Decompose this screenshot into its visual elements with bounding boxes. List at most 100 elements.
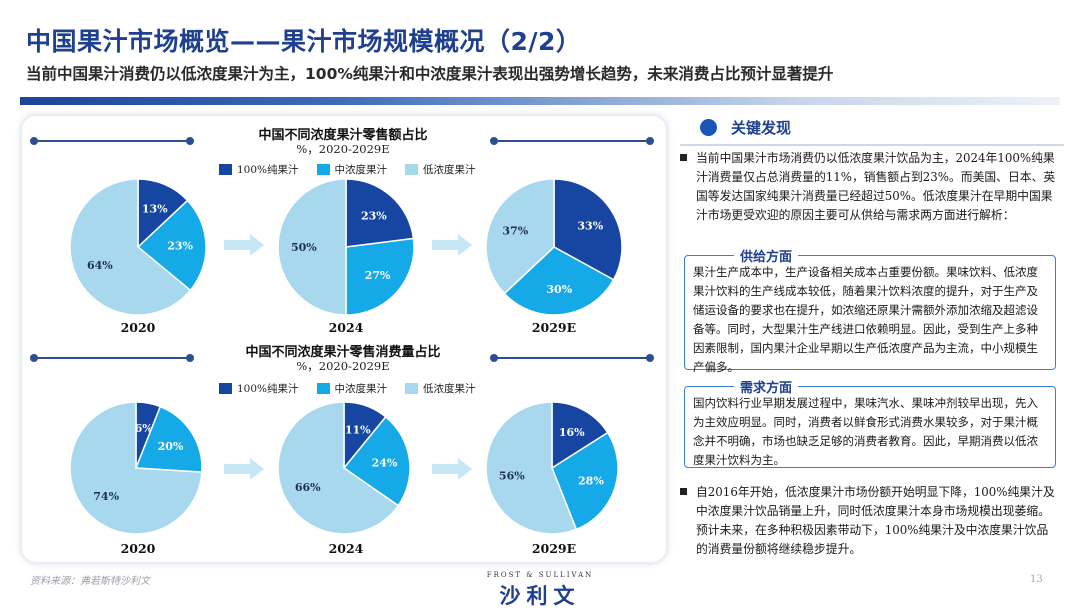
pie-label-pure: 23% [361,209,387,222]
section-line-left [30,354,194,362]
demand-text: 国内饮料行业早期发展过程中，果味汽水、果味冲剂较早出现，先入为主效应明显。同时，… [693,396,1038,467]
pie-label-mid: 23% [167,240,193,253]
legend-label: 中浓度果汁 [334,164,388,176]
pie-chart1-2024: 23% 27% 50% [277,178,415,316]
pie-label-mid: 28% [578,475,604,488]
legend-swatch-mid [316,164,330,175]
pie-slice-mid [503,246,615,316]
findings-bullet-icon [700,119,717,136]
legend-label: 中浓度果汁 [334,383,388,395]
pie-slice-low [69,401,203,535]
pie-slice-low [277,178,347,316]
year-label: 2024 [328,541,364,556]
pie-chart1-2029E: 33% 30% 37% [485,178,623,316]
arrow-right-icon [224,234,264,256]
arrow-right-icon [224,458,264,480]
legend-label: 100%纯果汁 [237,383,299,395]
legend-label: 低浓度果汁 [423,383,476,395]
year-label: 2024 [328,320,364,335]
source-note: 资料来源：弗若斯特沙利文 [30,576,150,587]
pie-chart1-2020: 13% 23% 64% [69,178,207,316]
pie-slice-mid [345,237,415,316]
chart2-legend: 100%纯果汁 中浓度果汁 低浓度果汁 [219,381,476,396]
year-label: 2029E [531,320,577,335]
pie-slice-low [485,401,578,535]
findings-divider [680,144,1064,146]
brand-logo: 沙利文 [499,584,581,608]
pie-label-pure: 6% [135,422,154,435]
pie-slice-pure [551,401,609,470]
pie-chart2-2029E: 16% 28% 56% [485,401,619,535]
pie-slice-low [277,401,400,535]
pie-label-low: 56% [499,470,525,483]
legend-item-mid: 中浓度果汁 [316,162,388,177]
brand-tagline: FROST & SULLIVAN [486,571,594,579]
pie-label-mid: 27% [365,269,391,282]
pie-label-low: 37% [502,224,528,237]
legend-label: 低浓度果汁 [423,164,476,176]
pie-slice-mid [342,415,411,507]
section-line-right [490,137,654,145]
pie-label-pure: 13% [142,202,168,215]
finding-text: 当前中国果汁市场消费仍以低浓度果汁饮品为主，2024年100%纯果汁消费量仅占总… [696,151,1056,222]
finding-text: 自2016年开始，低浓度果汁市场份额开始明显下降，100%纯果汁及中浓度果汁饮品… [696,485,1055,556]
pie-label-pure: 11% [345,423,371,436]
legend-swatch-low [405,164,419,175]
arrow-right-icon [432,458,472,480]
chart2-title: 中国不同浓度果汁零售消费量占比 [245,345,441,360]
legend-label: 100%纯果汁 [237,164,299,176]
pie-slice-low [69,178,192,316]
pie-label-pure: 33% [577,220,603,233]
legend-item-low: 低浓度果汁 [405,381,476,396]
pie-label-mid: 24% [372,456,398,469]
supply-text: 果汁生产成本中，生产设备相关成本占重要份额。果味饮料、低浓度果汁饮料的生产线成本… [693,265,1038,374]
legend-swatch-low [405,383,419,394]
section-line-right [490,354,654,362]
legend-item-low: 低浓度果汁 [405,162,476,177]
chart2-subtitle: %，2020-2029E [296,359,390,373]
legend-item-pure: 100%纯果汁 [219,381,299,396]
pie-slice-mid [551,431,619,531]
page-number: 13 [1030,574,1043,585]
pie-slice-pure [137,178,189,249]
pie-label-mid: 20% [158,440,184,453]
pie-label-low: 66% [295,481,321,494]
chart1-subtitle: %，2020-2029E [296,142,390,156]
findings-title: 关键发现 [731,119,792,137]
pie-slice-pure [345,178,415,248]
legend-item-pure: 100%纯果汁 [219,162,299,177]
pie-label-pure: 16% [559,426,585,439]
year-label: 2020 [120,541,156,556]
year-label: 2029E [531,541,577,556]
supply-box: 果汁生产成本中，生产设备相关成本占重要份额。果味饮料、低浓度果汁饮料的生产线成本… [684,255,1056,374]
pie-slice-low [485,178,555,295]
legend-swatch-pure [219,164,232,175]
pie-slice-pure [553,178,623,281]
finding-paragraph-1: 当前中国果汁市场消费仍以低浓度果汁饮品为主，2024年100%纯果汁消费量仅占总… [680,149,1058,225]
section-line-left [30,137,194,145]
pie-slice-mid [136,199,207,292]
pie-label-low: 64% [87,259,113,272]
page-title: 中国果汁市场概览——果汁市场规模概况（2/2） [26,27,582,56]
pie-label-low: 50% [291,241,317,254]
supply-title: 供给方面 [734,246,799,265]
pie-label-low: 74% [93,490,119,503]
finding-paragraph-2: 自2016年开始，低浓度果汁市场份额开始明显下降，100%纯果汁及中浓度果汁饮品… [680,483,1058,559]
page-subtitle: 当前中国果汁消费仍以低浓度果汁为主，100%纯果汁和中浓度果汁表现出强势增长趋势… [26,65,834,83]
arrow-right-icon [432,234,472,256]
legend-item-mid: 中浓度果汁 [316,381,388,396]
legend-swatch-mid [316,383,330,394]
demand-box: 国内饮料行业早期发展过程中，果味汽水、果味冲剂较早出现，先入为主效应明显。同时，… [684,386,1056,468]
chart1-legend: 100%纯果汁 中浓度果汁 低浓度果汁 [219,162,476,177]
square-bullet-icon [680,488,687,495]
header-divider-bar [20,97,1060,105]
legend-swatch-pure [219,383,232,394]
pie-chart2-2020: 6% 20% 74% [69,401,203,535]
demand-title: 需求方面 [734,377,799,396]
year-label: 2020 [120,320,156,335]
pie-slice-mid [134,405,203,473]
pie-label-mid: 30% [546,283,572,296]
square-bullet-icon [680,154,687,161]
pie-chart2-2024: 11% 24% 66% [277,401,411,535]
chart1-title: 中国不同浓度果汁零售额占比 [258,128,428,143]
